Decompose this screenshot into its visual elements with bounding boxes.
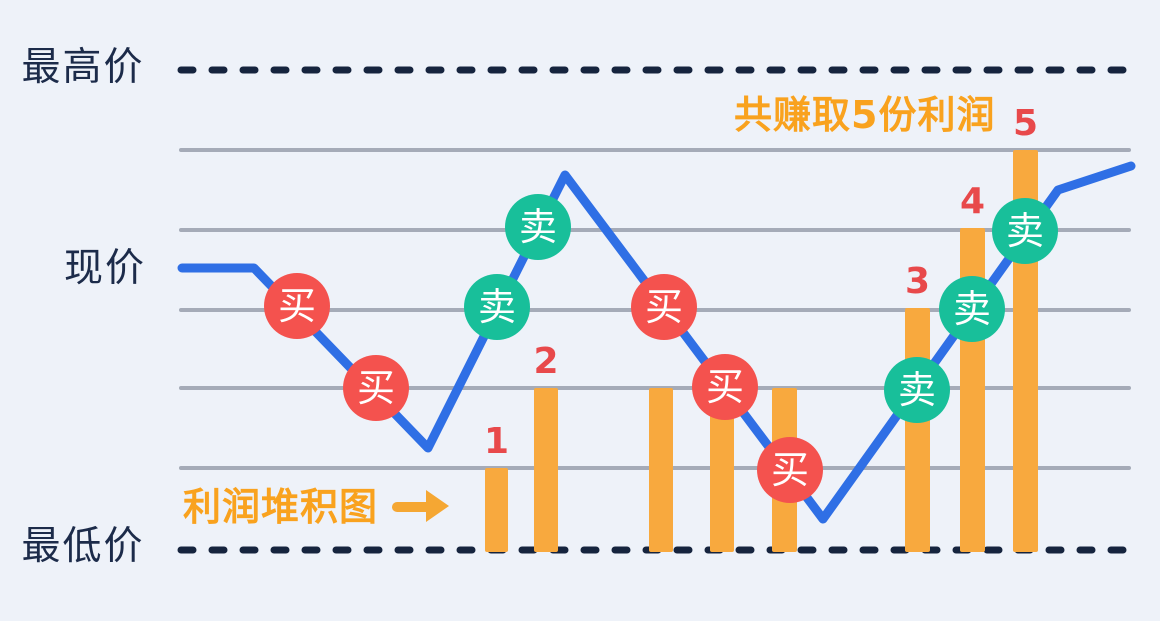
profit-bar — [485, 468, 508, 552]
arrow-head — [426, 490, 449, 522]
current-price-label: 现价 — [63, 246, 146, 291]
sell-marker: 卖 — [884, 357, 950, 423]
sell-marker: 卖 — [992, 198, 1058, 264]
profit-count-label: 1 — [483, 421, 510, 462]
arrow-shaft — [392, 502, 434, 512]
buy-marker: 买 — [692, 354, 758, 420]
profit-count-label: 3 — [904, 261, 931, 302]
price-line — [177, 161, 1136, 524]
profit-stack-legend: 利润堆积图 — [183, 485, 379, 529]
total-profit-annotation: 共赚取5份利润 — [734, 93, 996, 137]
sell-marker: 卖 — [505, 194, 571, 260]
profit-count-label: 2 — [533, 341, 559, 382]
buy-marker: 买 — [631, 274, 697, 340]
arrow-right-icon — [392, 490, 450, 522]
buy-marker: 买 — [757, 437, 823, 503]
profit-bar — [534, 388, 558, 552]
profit-count-label: 4 — [959, 181, 986, 222]
profit-count-label: 5 — [1012, 103, 1039, 144]
highest-price-label: 最高价 — [21, 45, 145, 90]
lowest-price-label: 最低价 — [21, 524, 145, 569]
profit-bar — [905, 308, 930, 552]
buy-marker: 买 — [343, 355, 409, 421]
sell-marker: 卖 — [939, 276, 1005, 342]
buy-marker: 买 — [264, 273, 330, 339]
profit-bar — [649, 388, 673, 552]
profit-bar — [710, 388, 734, 552]
sell-marker: 卖 — [464, 274, 530, 340]
